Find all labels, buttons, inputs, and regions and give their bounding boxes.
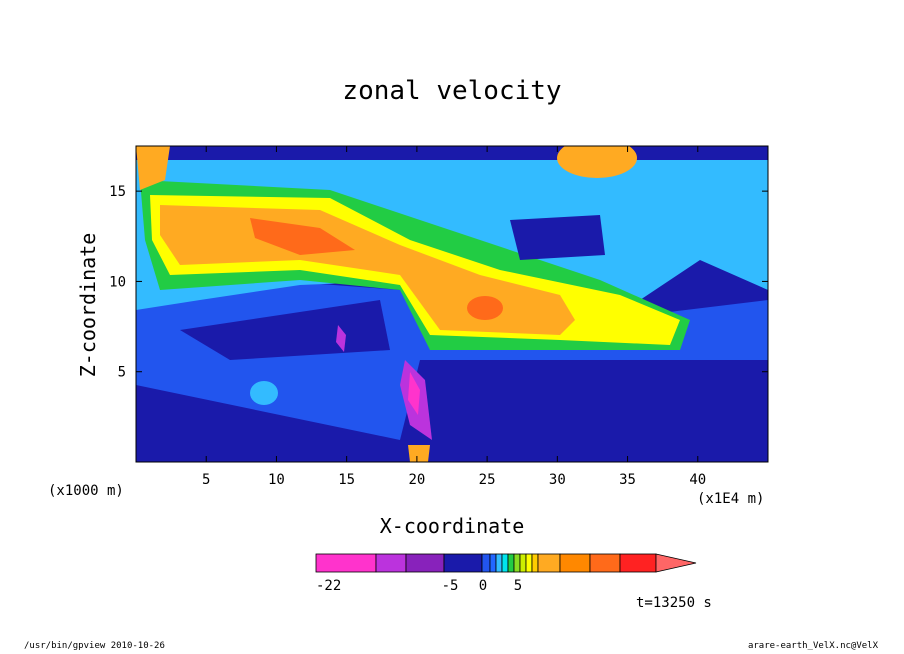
field-blue-band [136, 270, 768, 440]
field-bottom-spot [408, 445, 430, 462]
field-dark-core [180, 300, 390, 360]
y-tick-label: 15 [109, 184, 126, 200]
x-scale-label: (x1E4 m) [697, 491, 765, 507]
field-core-1 [250, 218, 355, 255]
x-tick-label: 20 [408, 472, 425, 488]
x-tick-label: 10 [268, 472, 285, 488]
colorbar-tick-label: -5 [442, 578, 459, 594]
colorbar-segment [559, 553, 591, 573]
footer-right: arare-earth_VelX.nc@VelX [747, 641, 878, 651]
field-upper-blue [510, 215, 605, 260]
colorbar-segment [501, 553, 509, 573]
colorbar-segment [315, 553, 377, 573]
chart-title: zonal velocity [342, 76, 562, 106]
colorbar-segment [495, 553, 503, 573]
footer-left: /usr/bin/gpview 2010-10-26 [24, 641, 165, 651]
plot-frame [135, 145, 769, 463]
field-magenta-small [336, 325, 346, 352]
x-tick-label: 15 [338, 472, 355, 488]
x-unit-label: (x1000 m) [48, 483, 124, 499]
colorbar-tick-label: 0 [479, 578, 487, 594]
colorbar-tick-label: -22 [316, 578, 341, 594]
colorbar-segment [405, 553, 445, 573]
colorbar-arrow [655, 553, 697, 573]
x-tick-label: 30 [549, 472, 566, 488]
time-label: t=13250 s [636, 595, 712, 611]
colorbar-segment [507, 553, 515, 573]
colorbar: -22 -5 0 5 [315, 553, 697, 594]
colorbar-segment [375, 553, 407, 573]
y-tick-label: 5 [118, 365, 126, 381]
colorbar-segment [519, 553, 527, 573]
x-ticks: 5 10 15 20 25 30 35 40 [202, 146, 706, 488]
colorbar-segment [537, 553, 561, 573]
x-tick-label: 35 [619, 472, 636, 488]
field-pink-core [408, 372, 420, 415]
field-core-2 [467, 296, 503, 320]
x-tick-label: 5 [202, 472, 210, 488]
colorbar-segment [531, 553, 539, 573]
y-ticks: 5 10 15 [109, 184, 768, 381]
colorbar-segment [619, 553, 657, 573]
x-axis-label: X-coordinate [379, 514, 525, 538]
contour-field [136, 146, 768, 462]
x-tick-label: 25 [479, 472, 496, 488]
colorbar-segment [589, 553, 621, 573]
colorbar-segment [481, 553, 491, 573]
colorbar-segment [513, 553, 521, 573]
colorbar-segment [525, 553, 533, 573]
y-tick-label: 10 [109, 274, 126, 290]
colorbar-tick-label: 5 [514, 578, 522, 594]
x-tick-label: 40 [689, 472, 706, 488]
field-top-blob [557, 146, 637, 178]
field-top-left [136, 146, 170, 190]
field-cyan-blob [250, 381, 278, 405]
colorbar-segment [443, 553, 483, 573]
colorbar-segment [489, 553, 497, 573]
